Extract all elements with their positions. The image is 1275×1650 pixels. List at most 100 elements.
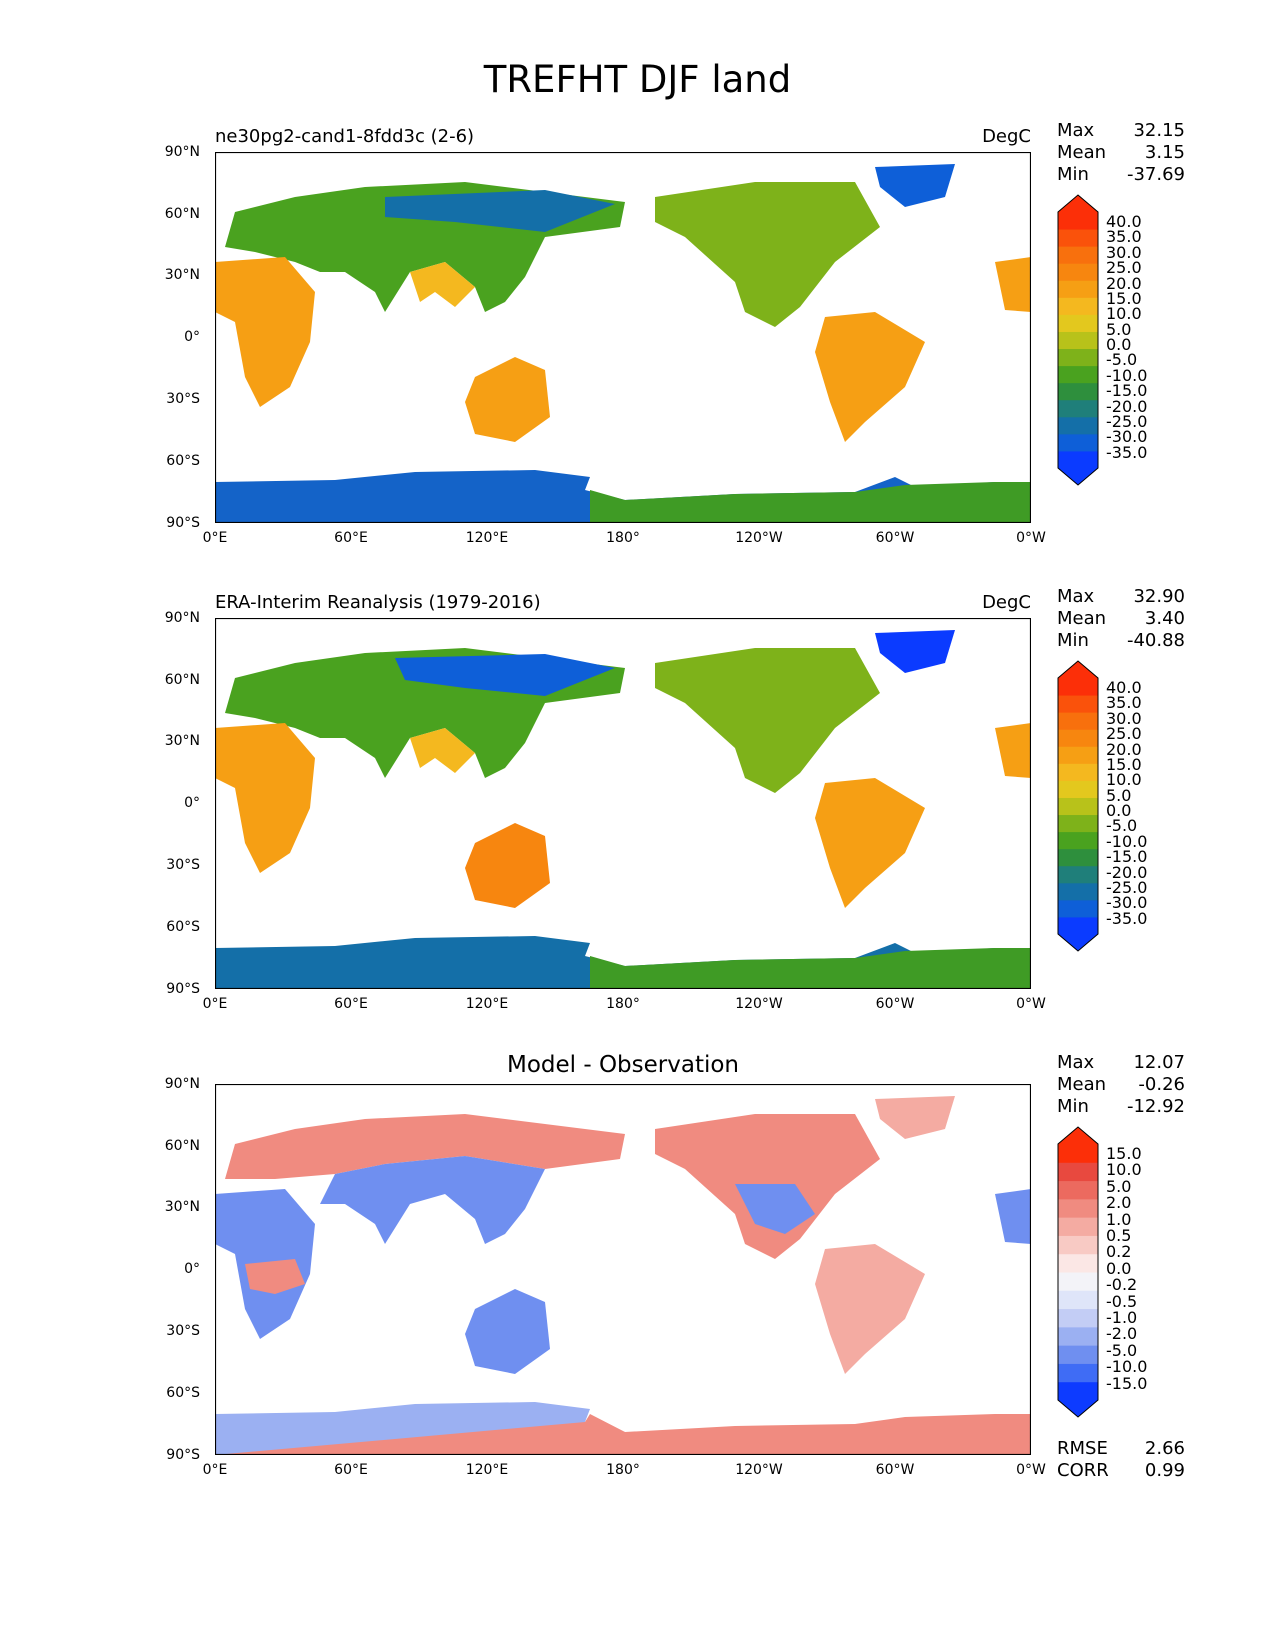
colorbar-tick-label: -30.0 [1106, 893, 1148, 913]
colorbar-tick-label: -20.0 [1106, 862, 1148, 882]
greenland [875, 1096, 955, 1139]
colorbar-segment [1058, 416, 1098, 435]
south-america [815, 1244, 925, 1374]
colorbar-extend-max [1058, 1127, 1098, 1144]
colorbar-extend-min [1058, 934, 1098, 951]
colorbar-segment [1058, 297, 1098, 315]
south-america [815, 778, 925, 908]
lat-label: 30°S [166, 391, 200, 407]
colorbar [1057, 1126, 1099, 1418]
colorbar-tick-label: -5.0 [1106, 1340, 1138, 1360]
world-map [215, 152, 1031, 523]
colorbar-tick-label: -10.0 [1106, 831, 1148, 851]
lat-label: 60°N [164, 206, 200, 222]
lon-label: 0°W [1016, 1462, 1046, 1478]
colorbar-segment [1058, 365, 1098, 384]
lat-label: 90°N [164, 610, 200, 626]
rmse-label: RMSE [1057, 1438, 1108, 1459]
colorbar-segment [1058, 831, 1098, 850]
colorbar-tick-label: 0.0 [1106, 801, 1132, 820]
colorbar-tick-label: 15.0 [1106, 754, 1142, 774]
min-value: -37.69 [1126, 164, 1185, 185]
colorbar-segment [1058, 280, 1098, 298]
greenland [875, 164, 955, 207]
lon-label: 0°W [1016, 530, 1046, 546]
lon-label: 0°W [1016, 996, 1046, 1012]
map-frame [215, 1084, 1031, 1455]
stats-block: Max 32.15 Mean 3.15 Min -37.69 [1057, 120, 1185, 186]
colorbar-extend-max [1058, 661, 1098, 678]
colorbar-tick-label: 40.0 [1106, 212, 1142, 231]
lat-label: 60°S [166, 453, 200, 469]
africa-wrap [995, 1189, 1031, 1244]
lon-label: 120°E [465, 1462, 509, 1478]
max-label: Max [1057, 586, 1095, 607]
map-frame [215, 618, 1031, 989]
colorbar-tick-label: -25.0 [1106, 411, 1148, 431]
landmass [215, 1096, 1031, 1455]
colorbar-segment [1058, 848, 1098, 867]
australia [465, 823, 550, 908]
lon-label: 60°E [334, 530, 368, 546]
colorbar-tick-label: 10.0 [1106, 770, 1142, 790]
colorbar-tick-label: -35.0 [1106, 908, 1148, 928]
corr-value: 0.99 [1144, 1460, 1185, 1481]
colorbar-tick-label: -0.2 [1106, 1275, 1138, 1295]
siberia-cold [395, 654, 615, 696]
antarctica-west [590, 482, 1031, 523]
world-map [215, 1084, 1031, 1455]
colorbar-tick-label: -2.0 [1106, 1324, 1138, 1344]
mean-value: -0.26 [1138, 1074, 1185, 1095]
colorbar-outline [1057, 1126, 1099, 1418]
colorbar-tick-label: -35.0 [1106, 442, 1148, 462]
colorbar-tick-label: 35.0 [1106, 227, 1142, 247]
panel-subtitle: ERA-Interim Reanalysis (1979-2016) [215, 592, 541, 613]
africa [215, 257, 315, 407]
colorbar-segment [1058, 899, 1098, 918]
mean-label: Mean [1057, 142, 1107, 163]
north-america-cool [735, 1184, 815, 1234]
max-label: Max [1057, 1052, 1095, 1073]
greenland [875, 630, 955, 673]
lon-label: 60°E [334, 1462, 368, 1478]
colorbar-tick-label: 0.0 [1106, 1258, 1132, 1278]
eurasia-central [320, 1156, 545, 1244]
mean-label: Mean [1057, 608, 1107, 629]
min-label: Min [1057, 630, 1089, 651]
colorbar-tick-label: -10.0 [1106, 365, 1148, 385]
lat-label: 90°S [166, 1447, 200, 1463]
colorbar-tick-label: -1.0 [1106, 1308, 1138, 1327]
colorbar-segment [1058, 865, 1098, 884]
colorbar-segment [1058, 1253, 1098, 1273]
panel-subtitle: ne30pg2-cand1-8fdd3c (2-6) [215, 126, 475, 147]
lat-label: 0° [184, 795, 200, 811]
panel-model: ne30pg2-cand1-8fdd3c (2-6) DegC Max 32.15… [0, 112, 1275, 582]
colorbar-segment [1058, 1363, 1098, 1383]
mean-label: Mean [1057, 1074, 1107, 1095]
stats-block: Max 32.90 Mean 3.40 Min -40.88 [1057, 586, 1185, 652]
colorbar-segment [1058, 780, 1098, 798]
colorbar-segment [1058, 1272, 1098, 1291]
lat-label: 90°N [164, 1076, 200, 1092]
lat-label: 0° [184, 1261, 200, 1277]
lat-label: 90°N [164, 144, 200, 160]
colorbar-tick-label: 1.0 [1106, 1209, 1132, 1229]
south-asia [410, 262, 475, 307]
lat-label: 60°N [164, 672, 200, 688]
colorbar-tick-label: 35.0 [1106, 693, 1142, 713]
colorbar-segment [1058, 1180, 1098, 1200]
africa-wrap [995, 723, 1031, 778]
colorbar-segment [1058, 814, 1098, 833]
lon-label: 120°E [465, 996, 509, 1012]
max-label: Max [1057, 120, 1095, 141]
colorbar-segment [1058, 263, 1098, 281]
colorbar-tick-label: -10.0 [1106, 1357, 1148, 1377]
min-label: Min [1057, 164, 1089, 185]
colorbar-segment [1058, 399, 1098, 418]
colorbar-segment [1058, 1162, 1098, 1182]
north-america [655, 182, 880, 327]
colorbar-segment [1058, 712, 1098, 730]
colorbar-segment [1058, 1326, 1098, 1346]
colorbar-tick-label: 0.0 [1106, 335, 1132, 354]
lon-label: 180° [606, 1462, 640, 1478]
